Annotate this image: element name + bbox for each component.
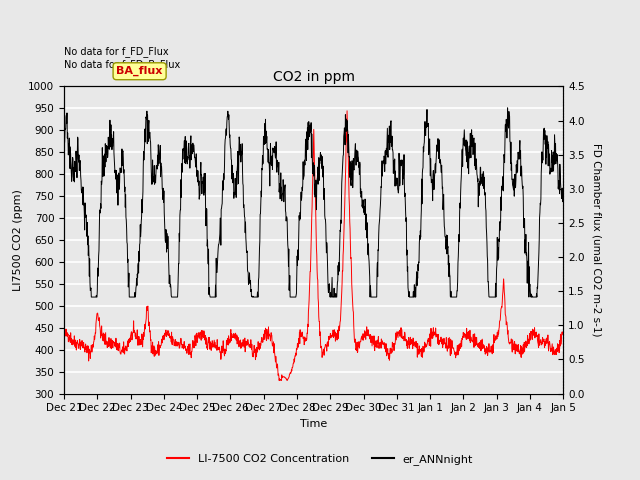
Y-axis label: LI7500 CO2 (ppm): LI7500 CO2 (ppm): [13, 189, 22, 291]
Y-axis label: FD Chamber flux (umal CO2 m-2 s-1): FD Chamber flux (umal CO2 m-2 s-1): [591, 143, 602, 337]
X-axis label: Time: Time: [300, 419, 327, 429]
Legend: LI-7500 CO2 Concentration, er_ANNnight: LI-7500 CO2 Concentration, er_ANNnight: [163, 450, 477, 469]
Text: No data for f_FD_Flux
No data for f_FD_B_Flux: No data for f_FD_Flux No data for f_FD_B…: [64, 47, 180, 70]
Title: CO2 in ppm: CO2 in ppm: [273, 70, 355, 84]
Text: BA_flux: BA_flux: [116, 66, 163, 76]
